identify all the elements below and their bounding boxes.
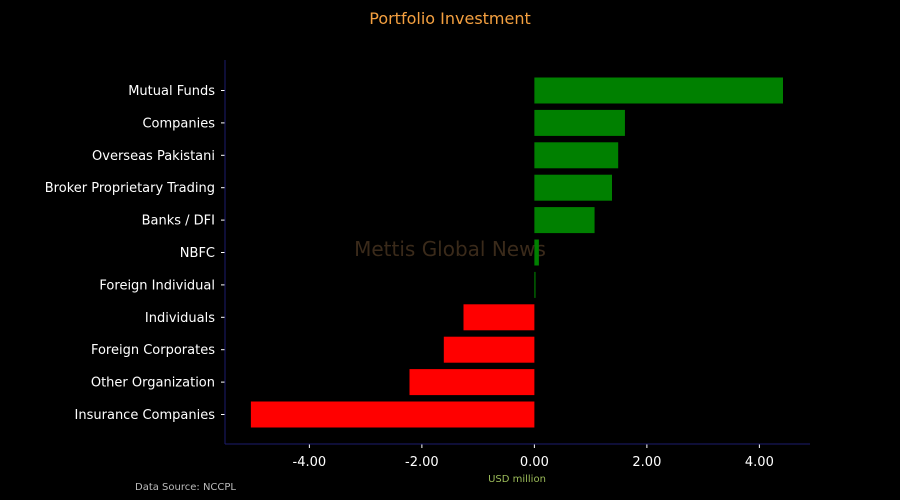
y-tick-label: Individuals [145,311,215,326]
y-tick-label: Foreign Individual [99,278,215,293]
x-tick-label: 4.00 [745,455,774,470]
bar-broker-proprietary-trading [534,174,612,201]
watermark-text: Mettis Global News [354,237,546,261]
y-tick-label: Other Organization [91,376,215,391]
bar-foreign-corporates [443,336,535,363]
bar-overseas-pakistani [534,142,619,169]
x-tick-label: -4.00 [293,455,327,470]
x-tick-label: 0.00 [520,455,549,470]
category-labels-group: Mutual Funds Companies Overseas Pakistani B… [45,84,225,423]
bar-insurance-companies [250,401,535,428]
x-ticks-group: -4.00 -2.00 0.00 2.00 4.00 [293,444,774,470]
x-axis-label: USD million [488,474,546,485]
y-tick-label: Mutual Funds [128,84,215,99]
y-tick-label: Companies [142,116,215,131]
y-tick-label: Overseas Pakistani [92,149,215,164]
chart-title: Portfolio Investment [369,9,531,28]
y-tick-label: NBFC [180,246,215,261]
x-tick-label: -2.00 [405,455,439,470]
y-tick-label: Insurance Companies [75,408,216,423]
bar-individuals [463,304,535,331]
x-tick-label: 2.00 [632,455,661,470]
bar-nbfc [534,239,539,266]
y-tick-label: Broker Proprietary Trading [45,181,215,196]
bars-group [250,77,783,428]
data-source-text: Data Source: NCCPL [135,482,236,493]
y-tick-label: Banks / DFI [142,214,215,229]
bar-other-organization [409,369,535,396]
bar-foreign-individual [534,271,536,298]
y-tick-label: Foreign Corporates [91,343,215,358]
bar-companies [534,109,625,136]
bar-banks-dfi [534,207,595,234]
bar-mutual-funds [534,77,783,104]
